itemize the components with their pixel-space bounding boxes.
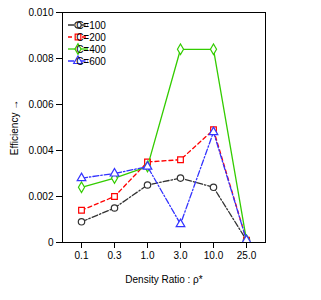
svg-text:3.0: 3.0	[174, 250, 188, 261]
svg-text:C=600: C=600	[76, 56, 106, 67]
svg-text:0.010: 0.010	[28, 7, 53, 18]
svg-text:0.3: 0.3	[108, 250, 122, 261]
svg-text:0.1: 0.1	[75, 250, 89, 261]
svg-text:0.002: 0.002	[28, 191, 53, 202]
svg-text:C=200: C=200	[76, 32, 106, 43]
svg-text:C=400: C=400	[76, 44, 106, 55]
svg-text:0.006: 0.006	[28, 99, 53, 110]
svg-text:10.0: 10.0	[204, 250, 224, 261]
svg-text:Density Ratio : ρ*: Density Ratio : ρ*	[125, 274, 202, 285]
svg-text:Efficiency →: Efficiency →	[9, 100, 20, 155]
svg-text:0: 0	[48, 237, 54, 248]
svg-text:25.0: 25.0	[237, 250, 257, 261]
svg-text:C=100: C=100	[76, 20, 106, 31]
svg-text:0.004: 0.004	[28, 145, 53, 156]
svg-text:0.008: 0.008	[28, 53, 53, 64]
svg-text:1.0: 1.0	[141, 250, 155, 261]
